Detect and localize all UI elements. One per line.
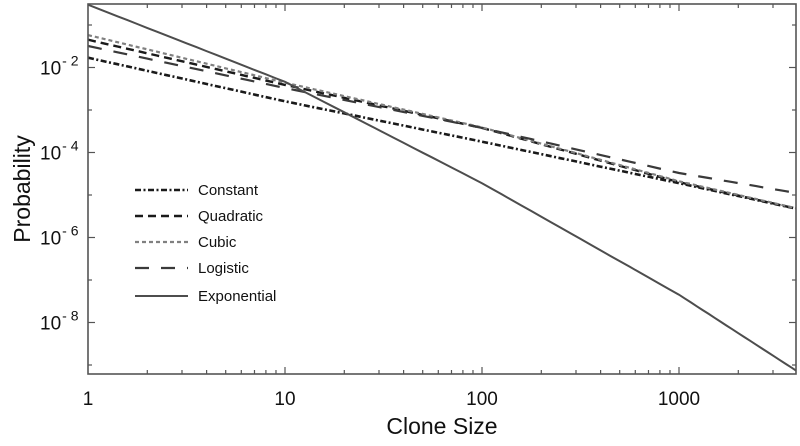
legend-item-logistic: Logistic [135, 260, 249, 277]
plot-frame [87, 3, 797, 375]
x-tick-label: 100 [466, 389, 498, 410]
series-line-cubic [88, 34, 796, 210]
x-tick-label: 10 [274, 389, 295, 410]
x-tick-label: 1000 [658, 389, 700, 410]
x-axis-title: Clone Size [386, 413, 497, 439]
series-line-logistic [88, 44, 796, 195]
legend-item-cubic: Cubic [135, 234, 237, 251]
legend-item-exponential: Exponential [135, 288, 276, 305]
legend-item-quadratic: Quadratic [135, 208, 264, 225]
y-tick-label: 10- 6 [40, 223, 79, 250]
y-tick-label: 10- 4 [40, 138, 79, 165]
y-axis-title: Probability [9, 135, 35, 243]
legend-label: Quadratic [198, 208, 264, 225]
ticks-layer [88, 4, 796, 374]
y-tick-label: 10- 8 [40, 308, 79, 335]
series-line-exponential [88, 4, 796, 372]
legend-item-constant: Constant [135, 182, 259, 199]
legend-label: Exponential [198, 288, 276, 305]
series-line-constant [88, 56, 796, 210]
legend-label: Constant [198, 182, 259, 199]
legend-label: Logistic [198, 260, 249, 277]
x-tick-label: 1 [83, 389, 94, 410]
legend: Constant Quadratic Cubic Logistic Exponentia… [135, 182, 276, 305]
legend-label: Cubic [198, 234, 237, 251]
series-line-quadratic [88, 38, 796, 210]
series-layer [88, 4, 796, 372]
y-tick-label: 10- 2 [40, 53, 79, 80]
